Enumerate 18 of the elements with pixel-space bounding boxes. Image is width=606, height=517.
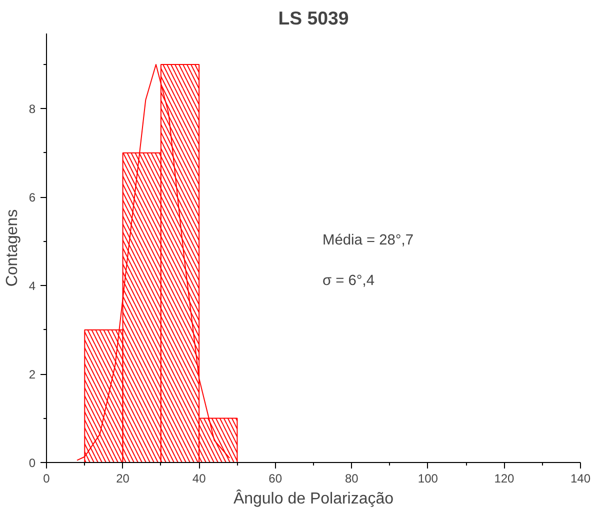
x-axis-title: Ângulo de Polarização [233, 490, 394, 508]
x-tick-label: 0 [43, 472, 50, 486]
y-tick-label: 2 [28, 368, 36, 382]
chart-title: LS 5039 [278, 8, 349, 28]
y-tick-label: 0 [28, 456, 36, 470]
x-tick-label: 60 [268, 472, 282, 486]
x-tick-label: 20 [116, 472, 130, 486]
annotation: σ = 6°,4 [322, 273, 374, 290]
y-tick-label: 8 [28, 102, 36, 116]
annotation: Média = 28°,7 [322, 232, 414, 248]
x-tick-label: 80 [344, 472, 359, 486]
x-tick-label: 120 [494, 472, 515, 486]
x-tick-label: 140 [570, 472, 591, 486]
y-tick-label: 4 [28, 279, 36, 294]
x-tick-label: 100 [418, 472, 438, 486]
x-tick-label: 40 [192, 472, 206, 486]
y-tick-label: 6 [28, 190, 36, 205]
y-axis-title: Contagens [4, 209, 21, 287]
